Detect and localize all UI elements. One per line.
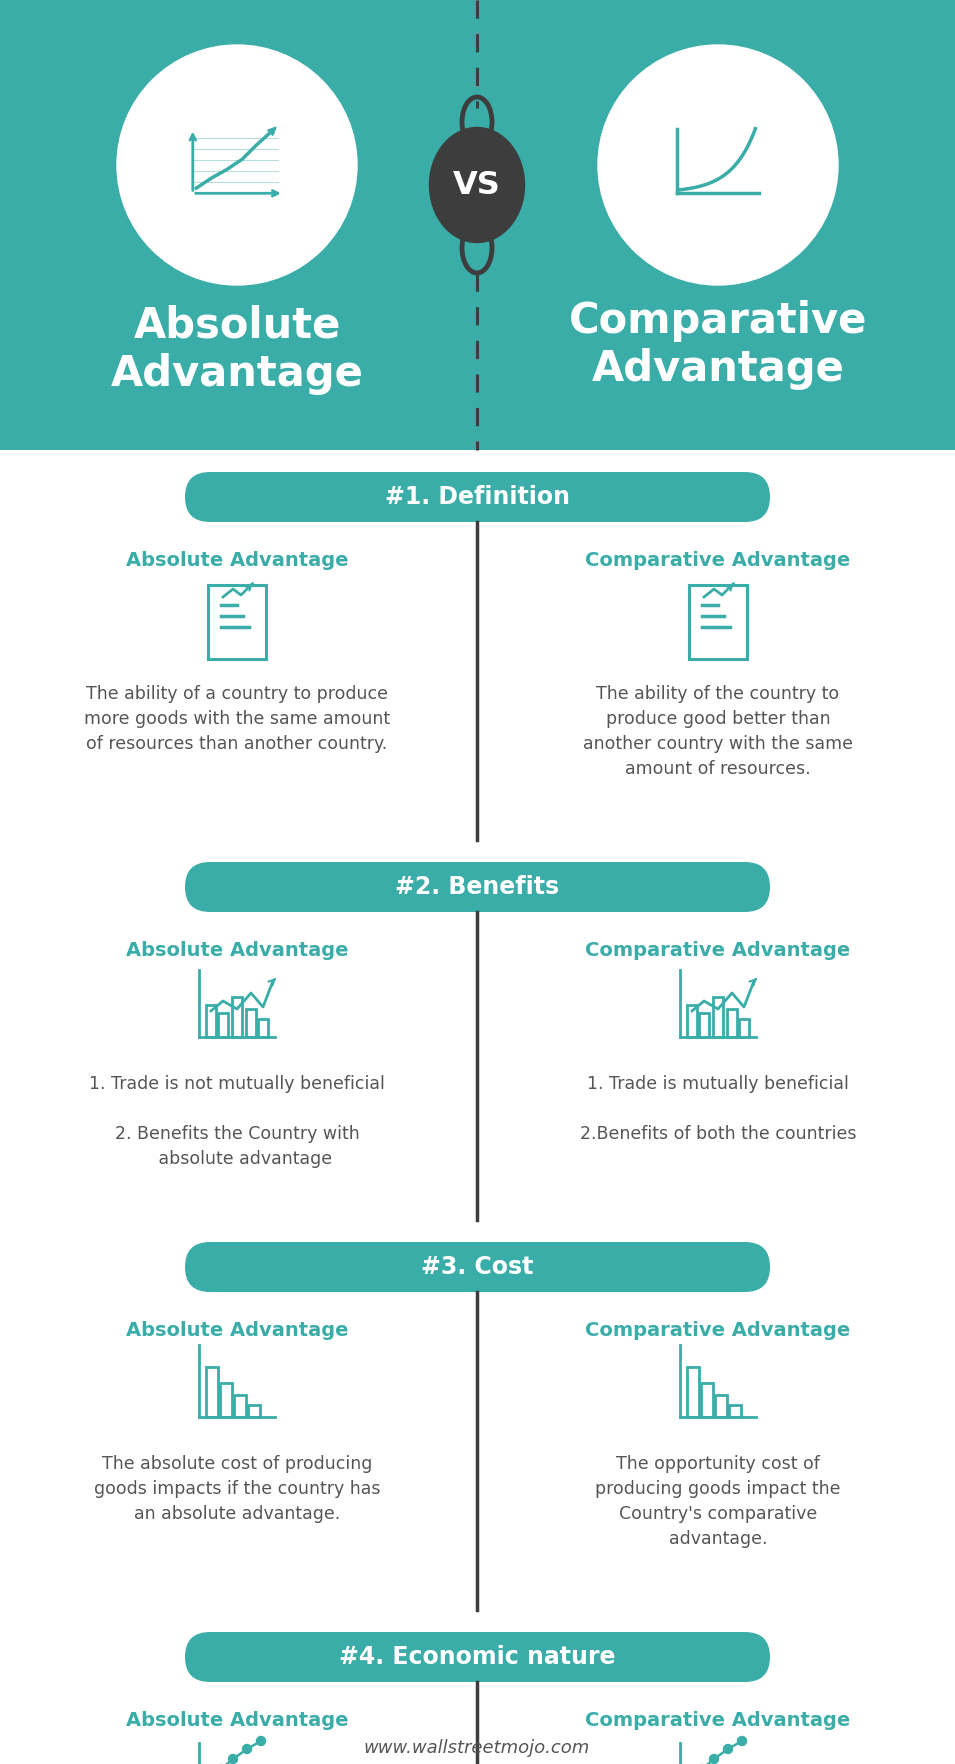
Text: The absolute cost of producing
goods impacts if the country has
an absolute adva: The absolute cost of producing goods imp… [94,1455,380,1522]
Text: Comparative Advantage: Comparative Advantage [585,1321,851,1339]
FancyBboxPatch shape [0,0,955,450]
Text: #3. Cost: #3. Cost [421,1254,533,1279]
Text: VS: VS [453,169,500,201]
Circle shape [710,1755,718,1764]
Text: #4. Economic nature: #4. Economic nature [339,1646,615,1669]
Text: The opportunity cost of
producing goods impact the
Country's comparative
advanta: The opportunity cost of producing goods … [595,1455,840,1549]
Circle shape [598,46,838,286]
Text: Absolute Advantage: Absolute Advantage [126,940,349,960]
FancyBboxPatch shape [185,863,770,912]
Text: Absolute Advantage: Absolute Advantage [126,1321,349,1339]
FancyBboxPatch shape [0,840,955,1221]
FancyBboxPatch shape [185,1632,770,1683]
Text: Comparative Advantage: Comparative Advantage [585,550,851,570]
Circle shape [117,46,357,286]
Text: 1. Trade is mutually beneficial

2.Benefits of both the countries: 1. Trade is mutually beneficial 2.Benefi… [580,1074,857,1143]
Ellipse shape [430,127,524,242]
FancyBboxPatch shape [185,1242,770,1291]
Text: Comparative Advantage: Comparative Advantage [585,1711,851,1729]
Text: #2. Benefits: #2. Benefits [395,875,559,900]
Circle shape [243,1745,251,1753]
Text: Comparative
Advantage: Comparative Advantage [569,300,867,390]
Text: www.wallstreetmojo.com: www.wallstreetmojo.com [364,1739,590,1757]
Text: The ability of the country to
produce good better than
another country with the : The ability of the country to produce go… [583,684,853,778]
Circle shape [257,1736,265,1746]
Text: #1. Definition: #1. Definition [385,485,569,510]
FancyBboxPatch shape [0,450,955,840]
Circle shape [228,1755,238,1764]
Circle shape [737,1736,747,1746]
Text: Absolute
Advantage: Absolute Advantage [111,305,364,395]
Text: Absolute Advantage: Absolute Advantage [126,1711,349,1729]
Circle shape [724,1745,732,1753]
FancyBboxPatch shape [0,1611,955,1764]
FancyBboxPatch shape [0,1221,955,1611]
FancyBboxPatch shape [185,473,770,522]
Text: Absolute Advantage: Absolute Advantage [126,550,349,570]
Text: 1. Trade is not mutually beneficial

2. Benefits the Country with
   absolute ad: 1. Trade is not mutually beneficial 2. B… [89,1074,385,1168]
Text: The ability of a country to produce
more goods with the same amount
of resources: The ability of a country to produce more… [84,684,390,753]
Text: Comparative Advantage: Comparative Advantage [585,940,851,960]
